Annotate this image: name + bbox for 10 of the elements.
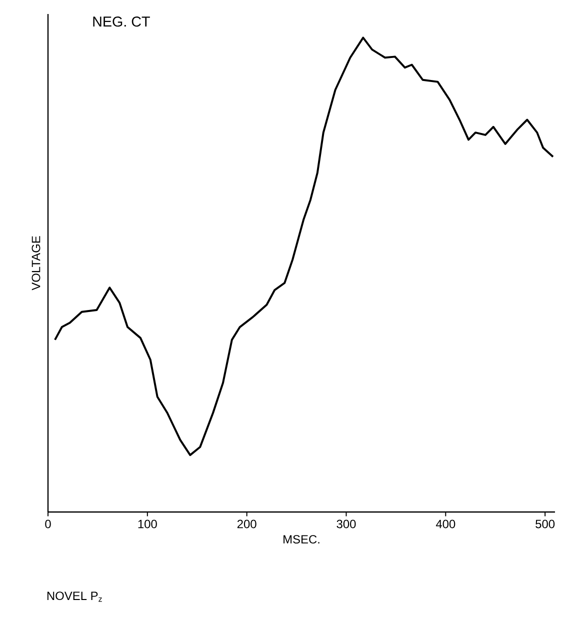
x-tick-label: 100 (138, 520, 157, 528)
x-axis-title: MSEC. (284, 535, 320, 544)
x-tick-label: 400 (436, 520, 456, 528)
text: NOVEL P$_{z}$ (47, 592, 102, 602)
chart-title: NEG. CT (93, 16, 150, 27)
x-tick-label: 500 (536, 520, 555, 528)
x-tick-label: 200 (237, 520, 256, 528)
y-axis-title: VOLTAGE (32, 236, 40, 290)
x-tick-label: 0 (45, 520, 51, 528)
x-tick-label: 300 (336, 520, 356, 528)
